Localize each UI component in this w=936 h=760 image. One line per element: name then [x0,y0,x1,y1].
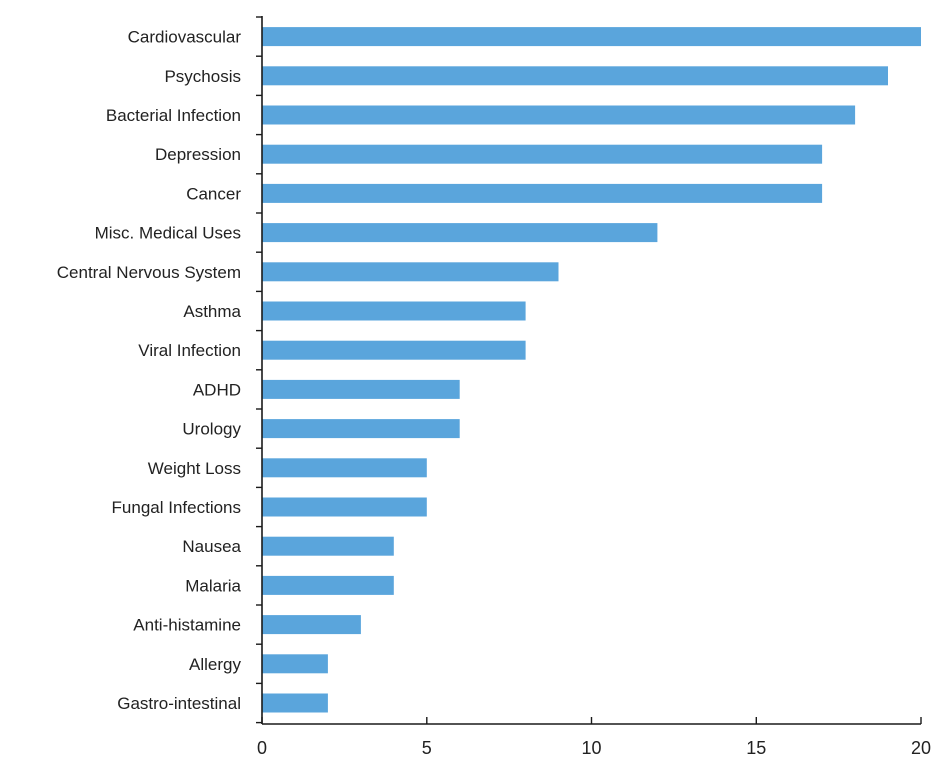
bar-bacterial-infection [262,105,856,125]
category-label-malaria: Malaria [185,576,241,595]
category-labels: Cardiovascular Psychosis Bacterial Infecti… [57,28,242,713]
bar-gastro-intestinal [262,693,328,713]
x-tick-label-0: 0 [257,738,267,758]
category-label-misc-medical-uses: Misc. Medical Uses [95,224,241,243]
category-label-asthma: Asthma [183,302,241,321]
category-label-cardiovascular: Cardiovascular [128,28,242,47]
y-axis-ticks [256,16,262,724]
category-label-urology: Urology [182,420,241,439]
bar-adhd [262,379,460,399]
x-tick-label-20: 20 [911,738,931,758]
bar-depression [262,144,823,164]
bar-malaria [262,575,394,595]
bar-asthma [262,301,526,321]
bar-nausea [262,536,394,556]
category-label-depression: Depression [155,145,241,164]
bar-urology [262,419,460,439]
bar-psychosis [262,66,888,86]
category-label-viral-infection: Viral Infection [138,341,241,360]
x-axis-ticks [261,717,922,724]
category-label-central-nervous-system: Central Nervous System [57,263,241,282]
bar-viral-infection [262,340,526,360]
bars-group [262,27,921,713]
bar-cardiovascular [262,27,921,47]
category-label-weight-loss: Weight Loss [148,459,241,478]
x-tick-label-15: 15 [746,738,766,758]
x-tick-labels: 0 5 10 15 20 [257,738,931,758]
bar-central-nervous-system [262,262,559,282]
category-label-psychosis: Psychosis [164,67,241,86]
category-label-nausea: Nausea [182,537,241,556]
category-label-fungal-infections: Fungal Infections [112,498,241,517]
category-label-bacterial-infection: Bacterial Infection [106,106,241,125]
x-tick-label-10: 10 [581,738,601,758]
bar-allergy [262,654,328,674]
bar-fungal-infections [262,497,427,517]
category-label-gastro-intestinal: Gastro-intestinal [117,694,241,713]
bar-misc-medical-uses [262,223,658,243]
category-label-allergy: Allergy [189,655,241,674]
category-label-cancer: Cancer [186,184,241,203]
bar-cancer [262,183,823,203]
x-tick-label-5: 5 [422,738,432,758]
category-label-anti-histamine: Anti-histamine [133,616,241,635]
bar-weight-loss [262,458,427,478]
bar-anti-histamine [262,615,361,635]
category-label-adhd: ADHD [193,380,241,399]
